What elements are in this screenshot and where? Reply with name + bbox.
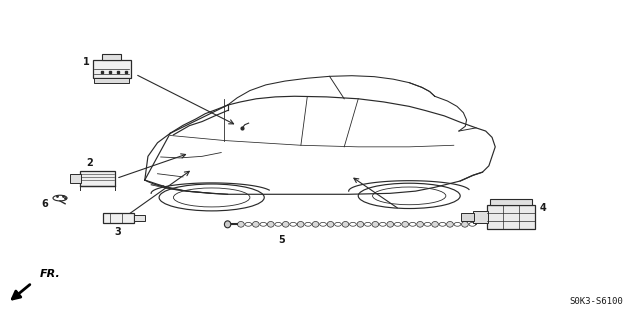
FancyBboxPatch shape <box>461 213 474 221</box>
Text: FR.: FR. <box>40 269 60 279</box>
Ellipse shape <box>372 221 379 227</box>
Ellipse shape <box>327 221 334 227</box>
Ellipse shape <box>447 221 453 227</box>
FancyBboxPatch shape <box>94 78 129 83</box>
FancyBboxPatch shape <box>80 171 115 186</box>
FancyBboxPatch shape <box>490 199 532 205</box>
Ellipse shape <box>252 221 259 227</box>
FancyBboxPatch shape <box>70 174 81 183</box>
FancyBboxPatch shape <box>102 54 121 60</box>
Text: 6: 6 <box>42 199 49 209</box>
Ellipse shape <box>225 221 231 228</box>
Text: 1: 1 <box>83 57 90 67</box>
FancyBboxPatch shape <box>487 205 535 229</box>
Ellipse shape <box>268 221 274 227</box>
Ellipse shape <box>282 221 289 227</box>
Text: 4: 4 <box>540 203 547 212</box>
Ellipse shape <box>297 221 304 227</box>
Ellipse shape <box>357 221 364 227</box>
FancyBboxPatch shape <box>93 60 131 78</box>
Ellipse shape <box>417 221 424 227</box>
Ellipse shape <box>237 221 244 227</box>
Text: S0K3-S6100: S0K3-S6100 <box>569 297 623 306</box>
FancyBboxPatch shape <box>473 211 488 223</box>
Ellipse shape <box>387 221 394 227</box>
Text: 2: 2 <box>86 158 93 168</box>
Ellipse shape <box>432 221 438 227</box>
FancyBboxPatch shape <box>103 213 134 223</box>
Text: 3: 3 <box>115 227 122 237</box>
Ellipse shape <box>312 221 319 227</box>
Ellipse shape <box>461 221 468 227</box>
FancyBboxPatch shape <box>134 215 145 220</box>
Text: 5: 5 <box>278 235 285 245</box>
Ellipse shape <box>342 221 349 227</box>
Ellipse shape <box>402 221 408 227</box>
